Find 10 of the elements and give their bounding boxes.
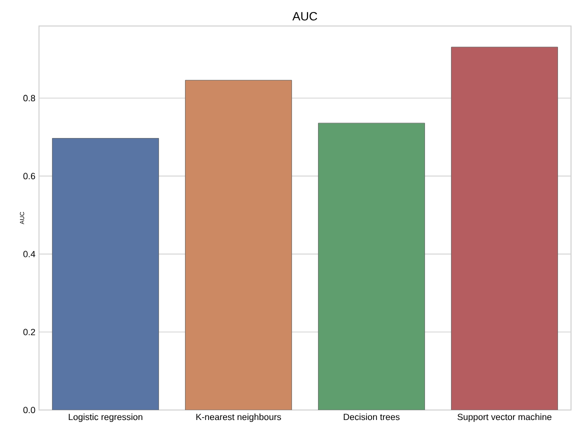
x-tick-label: Logistic regression: [68, 414, 142, 422]
y-tick-label: 0.8: [23, 94, 36, 102]
y-tick-label: 0.4: [23, 250, 36, 258]
chart-title: AUC: [292, 12, 318, 20]
y-tick-label: 0.0: [23, 406, 36, 414]
x-tick-label: K-nearest neighbours: [196, 414, 282, 422]
y-tick-label: 0.2: [23, 328, 36, 336]
x-tick-label: Decision trees: [344, 414, 400, 420]
x-tick-label: Support vector machine: [458, 414, 552, 422]
y-tick-label: 0.6: [23, 172, 36, 180]
